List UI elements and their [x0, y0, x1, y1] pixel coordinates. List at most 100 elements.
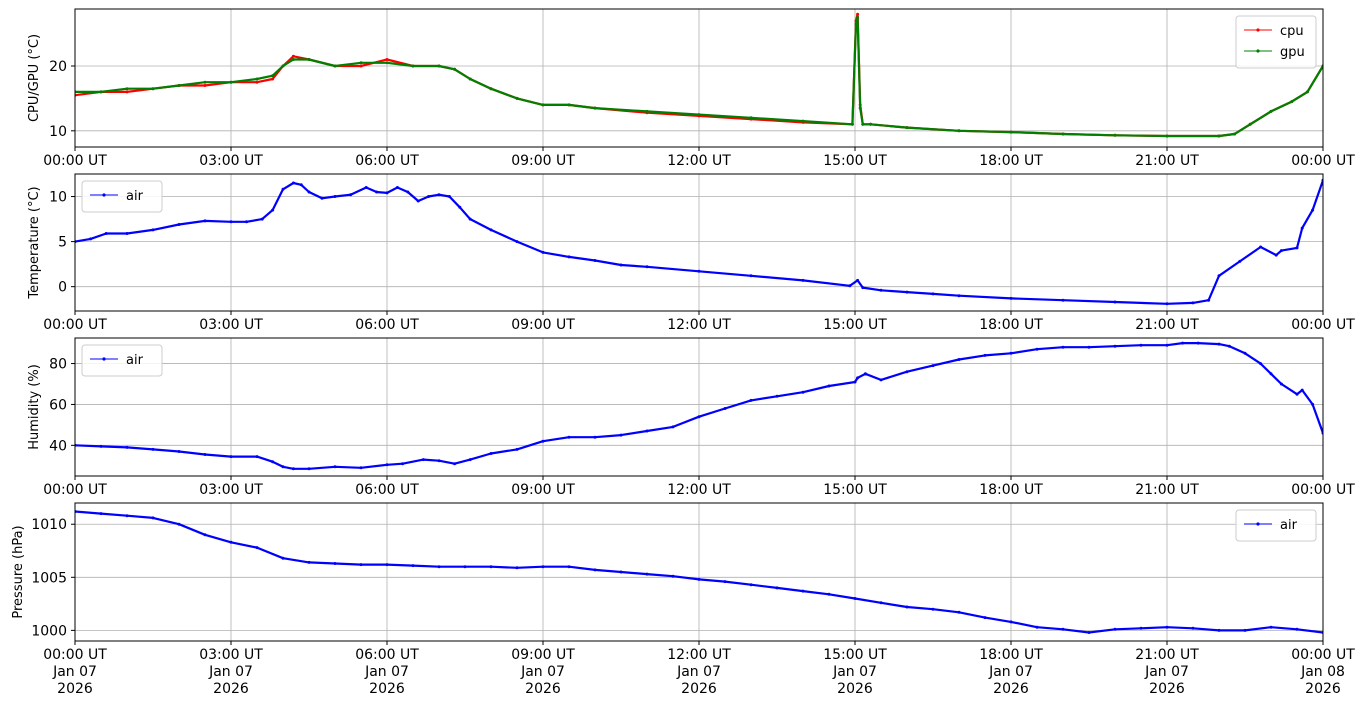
data-point-air — [281, 556, 285, 560]
data-point-air — [671, 574, 675, 578]
data-point-air — [1279, 382, 1283, 386]
x-tick-label: 15:00 UT — [823, 482, 887, 498]
data-point-air — [260, 217, 264, 221]
data-point-gpu — [291, 58, 295, 61]
data-point-air — [853, 380, 857, 384]
x-tick-label: 09:00 UT Jan 07 2026 — [511, 647, 575, 697]
chart-panel-3: 00:00 UT 03:00 UT 06:00 UT 09:00 UT 12:00 UT… — [27, 337, 1355, 498]
data-point-gpu — [957, 129, 961, 133]
data-point-gpu — [858, 106, 862, 110]
x-tick-label: 06:00 UT — [355, 317, 419, 333]
x-tick-label: 12:00 UT — [667, 482, 731, 498]
data-point-air — [421, 458, 425, 462]
x-tick-label: 03:00 UT — [199, 317, 263, 333]
data-point-air — [281, 465, 285, 469]
data-point-air — [853, 597, 857, 600]
data-point-air — [1087, 345, 1091, 349]
data-point-air — [1191, 301, 1195, 305]
data-point-gpu — [749, 116, 753, 120]
x-tick-label: 15:00 UT Jan 07 2026 — [823, 647, 887, 697]
data-point-air — [1139, 626, 1143, 630]
data-point-air — [229, 455, 233, 459]
y-axis-label: Humidity (%) — [27, 364, 42, 450]
data-point-air — [671, 425, 675, 429]
data-point-air — [364, 186, 368, 189]
x-tick-label: 00:00 UT — [1291, 153, 1355, 169]
data-point-air — [1300, 388, 1304, 392]
y-axis-label: Pressure (hPa) — [11, 525, 26, 618]
x-tick-label: 09:00 UT — [511, 153, 575, 169]
data-point-air — [437, 459, 441, 463]
data-point-cpu — [271, 77, 275, 81]
x-tick-label: 21:00 UT — [1135, 153, 1199, 169]
data-point-air — [1113, 627, 1117, 631]
data-point-air — [1295, 246, 1299, 250]
legend-marker-air — [102, 193, 106, 197]
data-point-air — [1207, 298, 1211, 302]
y-axis-label: CPU/GPU (°C) — [27, 34, 42, 122]
data-point-air — [619, 570, 623, 574]
data-point-air — [541, 565, 545, 569]
data-point-gpu — [1009, 130, 1013, 134]
data-point-air — [125, 514, 129, 518]
data-point-air — [1035, 347, 1039, 351]
data-point-cpu — [385, 58, 389, 61]
data-point-air — [957, 358, 961, 361]
data-point-air — [1295, 627, 1299, 631]
chart-panel-1: 00:00 UT 03:00 UT 06:00 UT 09:00 UT 12:00 UT… — [27, 8, 1355, 169]
data-point-gpu — [411, 64, 415, 68]
data-point-air — [1259, 245, 1263, 249]
legend-label-air: air — [126, 353, 144, 368]
data-point-air — [879, 378, 883, 382]
data-point-air — [458, 205, 462, 209]
x-tick-label: 15:00 UT — [823, 153, 887, 169]
data-point-air — [827, 592, 831, 596]
data-point-gpu — [861, 122, 865, 126]
data-point-gpu — [1248, 122, 1252, 126]
data-point-air — [931, 364, 935, 368]
y-tick-label: 5 — [58, 235, 67, 251]
data-point-gpu — [437, 64, 441, 68]
data-point-air — [1311, 402, 1315, 406]
data-point-air — [1061, 298, 1065, 302]
data-point-cpu — [255, 80, 259, 84]
data-point-gpu — [1061, 132, 1065, 136]
data-point-air — [645, 572, 649, 576]
data-point-air — [1279, 249, 1283, 253]
data-point-air — [567, 565, 571, 569]
data-point-air — [749, 583, 753, 587]
data-point-air — [879, 601, 883, 605]
legend: air — [1235, 509, 1317, 542]
x-tick-label: 06:00 UT — [355, 482, 419, 498]
data-point-gpu — [468, 77, 472, 81]
data-point-air — [406, 190, 410, 194]
data-point-air — [271, 208, 275, 212]
data-point-air — [447, 195, 451, 198]
x-tick-label: 03:00 UT Jan 07 2026 — [199, 647, 263, 697]
data-point-air — [333, 465, 337, 469]
data-point-air — [1227, 344, 1231, 348]
legend-box — [1235, 15, 1317, 69]
data-point-air — [291, 181, 295, 185]
data-point-air — [697, 415, 701, 419]
x-tick-label: 18:00 UT — [979, 153, 1043, 169]
data-point-air — [1238, 259, 1242, 263]
data-point-gpu — [856, 15, 860, 19]
data-point-air — [1191, 626, 1195, 630]
y-tick-label: 60 — [49, 397, 67, 413]
data-point-air — [1035, 625, 1039, 629]
data-point-air — [375, 190, 379, 194]
data-point-gpu — [1233, 132, 1237, 136]
data-point-gpu — [1305, 90, 1309, 94]
data-point-air — [1181, 341, 1185, 345]
data-point-gpu — [850, 122, 854, 126]
x-tick-label: 00:00 UT Jan 08 2026 — [1291, 647, 1355, 697]
data-point-gpu — [1269, 109, 1273, 113]
data-point-cpu — [856, 12, 860, 16]
data-point-air — [983, 616, 987, 620]
data-point-air — [567, 255, 571, 259]
legend-marker-air — [1256, 522, 1260, 526]
x-tick-label: 18:00 UT — [979, 317, 1043, 333]
legend-marker-gpu — [1256, 49, 1260, 53]
data-point-air — [749, 398, 753, 402]
